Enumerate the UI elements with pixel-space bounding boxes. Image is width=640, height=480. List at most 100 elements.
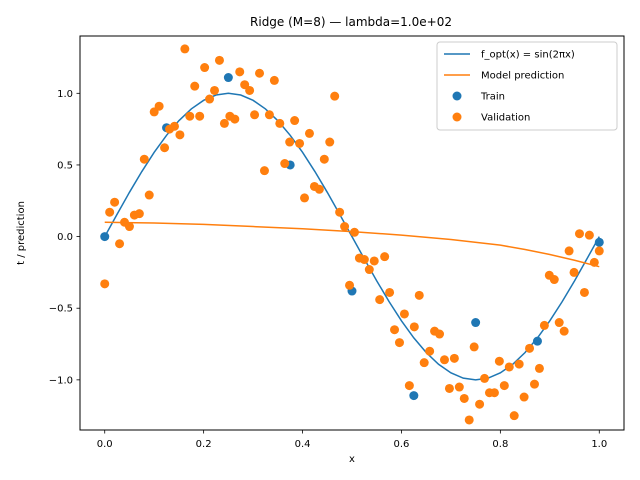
validation-point <box>144 190 154 200</box>
validation-point <box>190 81 200 91</box>
x-axis: 0.0 0.2 0.4 0.6 0.8 1.0 <box>97 430 607 450</box>
validation-point <box>139 154 149 164</box>
validation-point <box>290 116 300 126</box>
validation-point <box>259 166 269 176</box>
validation-point <box>504 362 514 372</box>
validation-point <box>480 373 490 383</box>
validation-point <box>409 322 419 332</box>
validation-point <box>385 287 395 297</box>
validation-point <box>295 138 305 148</box>
validation-point <box>454 382 464 392</box>
train-point <box>100 232 110 242</box>
validation-point <box>169 121 179 131</box>
validation-point <box>464 415 474 425</box>
validation-point <box>364 265 374 275</box>
validation-point <box>275 118 285 128</box>
plot-frame <box>79 35 625 431</box>
validation-point <box>195 111 205 121</box>
y-tick-label: −1.0 <box>49 375 73 386</box>
validation-point <box>359 255 369 265</box>
validation-point <box>380 252 390 262</box>
y-tick-label: 0.0 <box>57 232 73 243</box>
validation-point <box>425 346 435 356</box>
validation-point <box>205 94 215 104</box>
validation-point <box>115 239 125 249</box>
validation-point <box>285 137 295 147</box>
legend-entry: Model prediction <box>481 71 564 82</box>
validation-point <box>230 114 240 124</box>
validation-point <box>250 110 260 120</box>
validation-point <box>219 118 229 128</box>
train-point <box>532 336 542 346</box>
validation-point <box>214 55 224 65</box>
validation-point <box>200 63 210 73</box>
validation-point <box>100 279 110 289</box>
validation-point <box>594 246 604 256</box>
validation-point <box>124 222 134 232</box>
validation-point <box>525 343 535 353</box>
validation-point <box>514 359 524 369</box>
validation-point <box>304 128 314 138</box>
validation-point <box>369 256 379 266</box>
validation-point <box>469 342 479 352</box>
x-tick-label: 0.6 <box>394 439 410 450</box>
validation-point <box>300 193 310 203</box>
legend-box <box>436 41 618 131</box>
validation-point <box>180 44 190 54</box>
validation-point <box>589 257 599 267</box>
validation-point <box>459 393 469 403</box>
y-axis: −1.0 −0.5 0.0 0.5 1.0 <box>49 89 80 386</box>
validation-point <box>569 267 579 277</box>
y-tick-label: −0.5 <box>49 304 73 315</box>
validation-point <box>475 399 485 409</box>
series-line-1 <box>104 221 600 268</box>
validation-point <box>414 290 424 300</box>
validation-point <box>419 358 429 368</box>
validation-point <box>549 275 559 285</box>
validation-point <box>245 85 255 95</box>
validation-point <box>134 209 144 219</box>
validation-point <box>269 75 279 85</box>
validation-point <box>584 230 594 240</box>
validation-point <box>105 207 115 217</box>
legend-swatch <box>452 91 462 101</box>
legend-entry: f_opt(x) = sin(2πx) <box>481 50 575 61</box>
validation-point <box>335 207 345 217</box>
validation-point <box>559 326 569 336</box>
validation-point <box>160 143 170 153</box>
validation-point <box>564 246 574 256</box>
legend-entry: Train <box>480 92 505 103</box>
validation-point <box>529 379 539 389</box>
validation-point <box>574 229 584 239</box>
legend-entry: Validation <box>481 113 530 124</box>
validation-point <box>375 295 385 305</box>
x-tick-label: 1.0 <box>591 439 607 450</box>
validation-point <box>439 355 449 365</box>
x-axis-label: x <box>349 454 355 465</box>
validation-point <box>325 137 335 147</box>
legend-swatch <box>452 112 462 122</box>
validation-point <box>314 184 324 194</box>
validation-point <box>519 392 529 402</box>
train-point <box>594 237 604 247</box>
x-tick-label: 0.2 <box>196 439 212 450</box>
train-point <box>409 391 419 401</box>
validation-point <box>345 280 355 290</box>
validation-point <box>554 318 564 328</box>
validation-point <box>255 68 265 78</box>
validation-point <box>579 287 589 297</box>
validation-point <box>110 197 120 207</box>
validation-point <box>404 381 414 391</box>
validation-point <box>534 363 544 373</box>
plot-area <box>100 44 604 425</box>
validation-point <box>494 356 504 366</box>
validation-point <box>444 383 454 393</box>
y-tick-label: 1.0 <box>57 89 73 100</box>
validation-point <box>235 67 245 77</box>
validation-point <box>210 85 220 95</box>
validation-point <box>340 222 350 232</box>
legend: f_opt(x) = sin(2πx) Model prediction Train… <box>436 41 618 131</box>
validation-point <box>264 110 274 120</box>
validation-point <box>280 159 290 169</box>
